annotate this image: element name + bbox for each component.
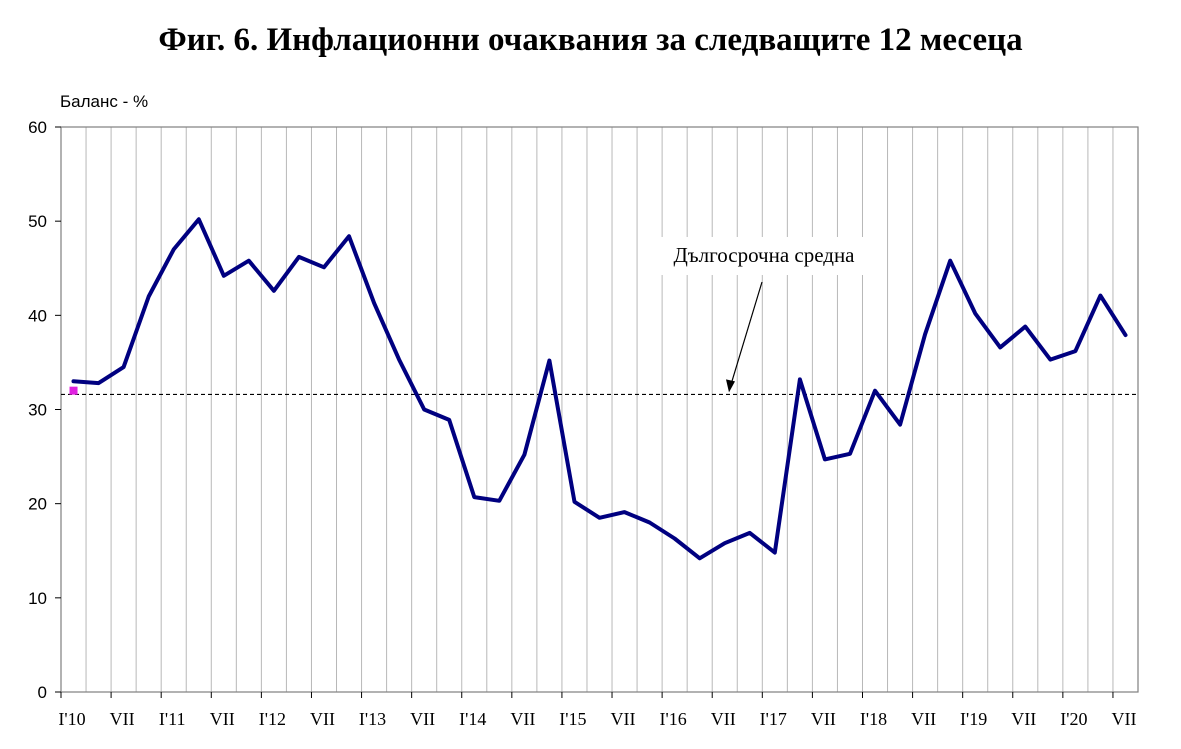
x-tick-label: VII	[110, 709, 135, 729]
x-tick-label: I'16	[659, 709, 686, 729]
y-tick-label: 50	[28, 212, 47, 231]
x-tick-label: VII	[811, 709, 836, 729]
y-tick-label: 60	[28, 118, 47, 137]
x-tick-label: I'12	[259, 709, 286, 729]
x-tick-label: I'17	[760, 709, 787, 729]
x-tick-label: VII	[1111, 709, 1136, 729]
x-tick-label: I'13	[359, 709, 386, 729]
x-tick-label: VII	[210, 709, 235, 729]
x-tick-label: I'19	[960, 709, 987, 729]
x-tick-label: VII	[711, 709, 736, 729]
x-tick-label: VII	[611, 709, 636, 729]
y-tick-label: 0	[38, 683, 47, 702]
y-tick-label: 20	[28, 495, 47, 514]
series-line	[71, 217, 1128, 561]
chart-title: Фиг. 6. Инфлационни очаквания за следващ…	[158, 22, 1023, 58]
x-tick-label: I'10	[58, 709, 85, 729]
annotation-background	[640, 237, 883, 275]
x-tick-label: VII	[1011, 709, 1036, 729]
y-tick-label: 40	[28, 306, 47, 325]
annotation-arrow-line	[730, 281, 763, 385]
y-tick-label: 10	[28, 589, 47, 608]
x-tick-label: VII	[911, 709, 936, 729]
x-tick-label: I'15	[559, 709, 586, 729]
x-tick-label: I'14	[459, 709, 486, 729]
x-tick-label: VII	[510, 709, 535, 729]
y-axis-label: Баланс - %	[60, 92, 149, 111]
x-tick-label: I'18	[860, 709, 887, 729]
marker-point	[69, 386, 78, 395]
plot-frame	[60, 126, 1139, 693]
y-tick-label: 30	[28, 401, 47, 420]
x-tick-label: I'20	[1060, 709, 1087, 729]
annotation: Дългосрочна средна	[640, 237, 883, 393]
x-tick-label: I'11	[159, 709, 186, 729]
x-tick-label: VII	[310, 709, 335, 729]
annotation-label: Дългосрочна средна	[673, 243, 855, 267]
annotation-arrow-head	[726, 379, 735, 393]
x-tick-label: VII	[410, 709, 435, 729]
